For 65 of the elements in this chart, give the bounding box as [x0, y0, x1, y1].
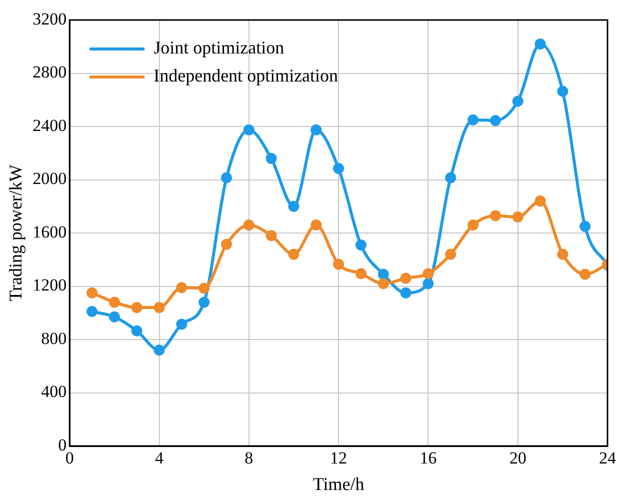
- point: [468, 114, 479, 126]
- x-tick-label: 8: [244, 448, 254, 468]
- point: [131, 325, 142, 336]
- point: [422, 278, 434, 290]
- point: [176, 318, 188, 330]
- point: [288, 248, 300, 260]
- point: [400, 287, 412, 298]
- point: [86, 306, 98, 318]
- point: [355, 268, 366, 280]
- x-tick-label: 24: [599, 448, 616, 468]
- point: [108, 296, 120, 308]
- x-tick-label: 12: [330, 448, 348, 468]
- point: [288, 200, 300, 212]
- point: [198, 296, 210, 308]
- point: [243, 124, 254, 136]
- point: [468, 220, 479, 231]
- point: [176, 282, 188, 294]
- point: [355, 239, 366, 250]
- point: [534, 196, 546, 207]
- point: [220, 238, 232, 250]
- point: [198, 282, 210, 294]
- point: [220, 172, 232, 184]
- x-tick-label: 20: [509, 448, 526, 468]
- point: [310, 220, 322, 231]
- legend-label: Joint optimization: [154, 38, 284, 58]
- point: [490, 115, 501, 126]
- point: [400, 272, 412, 284]
- y-tick-label: 1600: [32, 222, 67, 242]
- point: [108, 311, 120, 322]
- point: [131, 302, 142, 314]
- point: [580, 220, 591, 232]
- point: [557, 86, 568, 97]
- point: [154, 344, 165, 356]
- y-tick-label: 800: [41, 328, 67, 348]
- y-tick-label: 3200: [32, 9, 67, 28]
- y-tick-label: 2400: [32, 116, 67, 135]
- point: [422, 268, 434, 280]
- y-axis-title: Trading power/kW: [6, 164, 26, 302]
- point: [154, 302, 165, 314]
- point: [243, 220, 254, 231]
- point: [378, 268, 389, 280]
- point: [580, 268, 591, 280]
- point: [445, 172, 456, 184]
- point: [266, 152, 277, 164]
- x-tick-label: 16: [420, 448, 437, 468]
- point: [534, 38, 546, 50]
- point: [333, 162, 344, 174]
- point: [557, 248, 568, 260]
- x-axis-title: Time/h: [312, 474, 364, 494]
- point: [490, 210, 501, 222]
- point: [333, 258, 344, 270]
- point: [86, 287, 98, 298]
- point: [378, 278, 389, 290]
- y-tick-label: 400: [41, 382, 67, 402]
- x-tick-label: 4: [155, 448, 164, 468]
- y-tick-label: 0: [58, 435, 67, 454]
- point: [445, 248, 456, 260]
- point: [266, 230, 277, 242]
- point: [512, 96, 524, 107]
- point: [310, 124, 322, 136]
- y-tick-label: 2000: [32, 169, 67, 188]
- y-tick-label: 1200: [32, 276, 67, 295]
- y-tick-label: 2800: [32, 62, 67, 82]
- legend-label: Independent optimization: [154, 66, 338, 86]
- point: [512, 212, 524, 223]
